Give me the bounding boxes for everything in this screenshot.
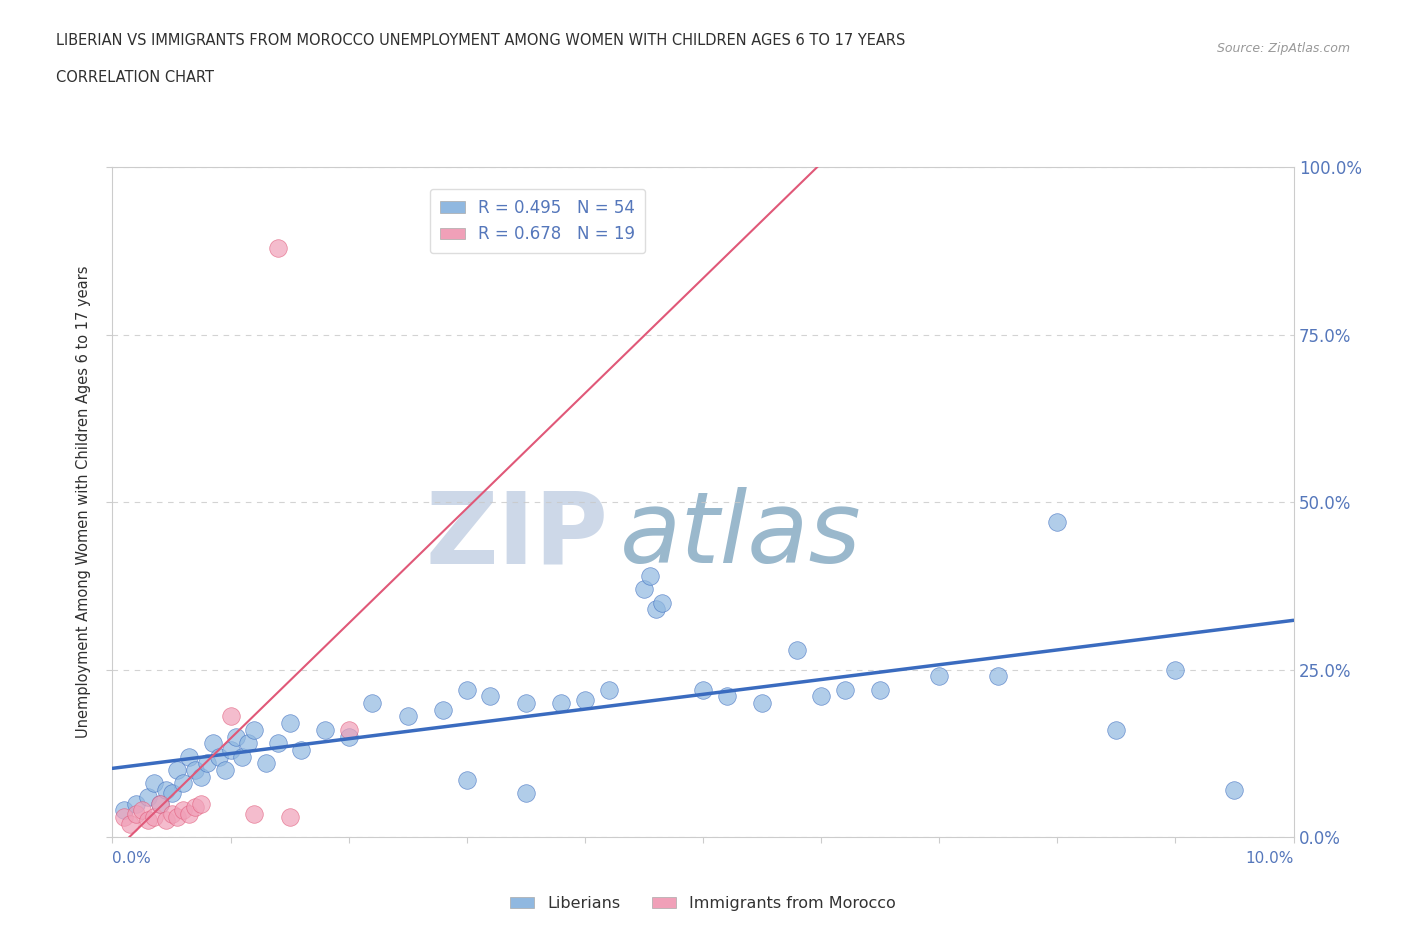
Point (120, 817, 142, 831)
Point (638, 568, 661, 583)
Point (214, 763, 236, 777)
Y-axis label: Unemployment Among Women with Children Ages 6 to 17 years: Unemployment Among Women with Children A… (76, 266, 91, 738)
Text: 0.0%: 0.0% (112, 851, 152, 866)
Point (337, 729, 360, 744)
Point (149, 796, 172, 811)
Point (155, 783, 177, 798)
Point (166, 763, 188, 777)
Point (112, 809, 135, 824)
Point (644, 602, 666, 617)
Point (172, 776, 194, 790)
Point (201, 736, 224, 751)
Point (190, 769, 212, 784)
Point (225, 729, 247, 744)
Point (290, 742, 312, 757)
Point (651, 595, 673, 610)
Point (751, 696, 773, 711)
Point (278, 716, 301, 731)
Point (267, 240, 290, 255)
Point (361, 696, 384, 711)
Point (314, 723, 336, 737)
Point (928, 669, 950, 684)
Point (208, 750, 231, 764)
Point (142, 776, 165, 790)
Point (184, 763, 207, 777)
Text: atlas: atlas (620, 487, 862, 584)
Point (834, 683, 856, 698)
Point (136, 813, 159, 828)
Point (692, 683, 714, 698)
Point (231, 750, 253, 764)
Point (432, 702, 454, 717)
Point (598, 683, 620, 698)
Point (243, 806, 266, 821)
Point (179, 806, 201, 821)
Point (456, 683, 478, 698)
Point (1046, 515, 1069, 530)
Legend: Liberians, Immigrants from Morocco: Liberians, Immigrants from Morocco (503, 890, 903, 917)
Point (1105, 723, 1128, 737)
Point (160, 786, 183, 801)
Point (190, 796, 212, 811)
Point (396, 709, 419, 724)
Point (160, 806, 183, 821)
Text: Source: ZipAtlas.com: Source: ZipAtlas.com (1216, 42, 1350, 55)
Point (254, 756, 277, 771)
Point (337, 723, 360, 737)
Point (716, 689, 738, 704)
Point (125, 796, 148, 811)
Point (238, 736, 260, 751)
Text: ZIP: ZIP (426, 487, 609, 584)
Point (155, 813, 177, 828)
Point (456, 773, 478, 788)
Point (278, 809, 301, 824)
Point (869, 683, 891, 698)
Point (219, 709, 242, 724)
Point (184, 800, 207, 815)
Point (515, 786, 537, 801)
Point (112, 803, 135, 817)
Point (550, 696, 572, 711)
Point (219, 742, 242, 757)
Point (810, 689, 832, 704)
Point (195, 756, 218, 771)
Point (515, 696, 537, 711)
Point (125, 806, 148, 821)
Point (987, 669, 1010, 684)
Point (574, 692, 596, 707)
Text: CORRELATION CHART: CORRELATION CHART (56, 70, 214, 85)
Text: 10.0%: 10.0% (1246, 851, 1294, 866)
Point (131, 803, 153, 817)
Point (633, 582, 655, 597)
Point (179, 750, 201, 764)
Point (149, 796, 172, 811)
Point (166, 809, 188, 824)
Point (172, 803, 194, 817)
Point (786, 642, 808, 657)
Legend: R = 0.495   N = 54, R = 0.678   N = 19: R = 0.495 N = 54, R = 0.678 N = 19 (430, 189, 645, 254)
Point (142, 809, 165, 824)
Point (1164, 662, 1187, 677)
Point (1223, 783, 1246, 798)
Point (243, 723, 266, 737)
Point (267, 736, 290, 751)
Point (479, 689, 502, 704)
Text: LIBERIAN VS IMMIGRANTS FROM MOROCCO UNEMPLOYMENT AMONG WOMEN WITH CHILDREN AGES : LIBERIAN VS IMMIGRANTS FROM MOROCCO UNEM… (56, 33, 905, 47)
Point (136, 790, 159, 804)
